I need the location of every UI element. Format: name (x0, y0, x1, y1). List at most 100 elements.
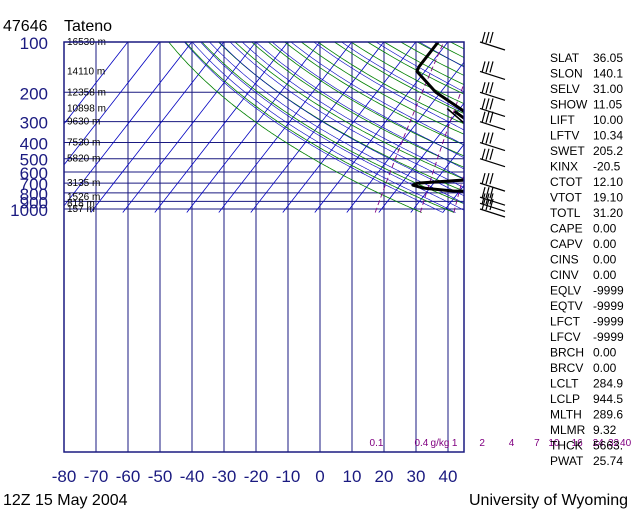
temperature-tick-label: -30 (212, 467, 237, 486)
dry-adiabat-line (267, 42, 464, 157)
index-value: 10.34 (593, 129, 623, 143)
temperature-tick-label: 30 (407, 467, 426, 486)
station-name: Tateno (64, 18, 112, 35)
temperature-tick-label: -10 (276, 467, 301, 486)
wind-barb-flag (485, 187, 490, 199)
index-value: 0.00 (593, 346, 617, 360)
index-key: EQLV (550, 284, 581, 298)
wind-barb-flag (481, 31, 486, 44)
dewpoint-line (411, 110, 464, 193)
height-label: 5820 m (67, 154, 100, 165)
index-value: 36.05 (593, 51, 623, 65)
wind-barb-staff (479, 202, 506, 212)
wind-barb-staff (479, 41, 506, 51)
wind-barb-flag (489, 148, 494, 160)
temperature-tick-label: 0 (315, 467, 324, 486)
index-value: -9999 (593, 330, 624, 344)
mixing-ratio-line (419, 82, 464, 213)
index-value: 944.5 (593, 392, 623, 406)
wind-barb-staff (479, 208, 506, 218)
dry-adiabat-line (317, 42, 464, 125)
dry-adiabat-line (301, 42, 464, 135)
index-value: 12.10 (593, 175, 623, 189)
wind-barb-staff (479, 91, 506, 101)
wind-barb-flag (481, 132, 486, 144)
index-key: EQTV (550, 299, 583, 313)
wind-barb-flag (485, 148, 490, 160)
dry-adiabat-line (218, 42, 464, 192)
wind-barb-flag (485, 111, 490, 123)
wind-barb-flag (481, 187, 486, 199)
background-grid (64, 42, 640, 452)
isotherm-line (475, 42, 608, 213)
index-value: -20.5 (593, 160, 621, 174)
temperature-tick-label: -50 (148, 467, 173, 486)
wind-barb-flag (481, 111, 486, 123)
isotherm-line (64, 42, 129, 125)
index-value: 19.10 (593, 191, 623, 205)
isotherm-line (64, 42, 193, 207)
pressure-tick-label: 100 (20, 34, 48, 53)
wind-barb-flag (489, 61, 494, 73)
wind-barb-flag (481, 82, 486, 94)
pressure-tick-label: 600 (20, 164, 48, 183)
index-key: SHOW (550, 98, 588, 112)
isotherm-line (64, 42, 161, 166)
height-label: 1526 m (67, 192, 100, 203)
index-value: 0.00 (593, 268, 617, 282)
mixing-ratio-line (511, 42, 552, 213)
wind-barb-flag (481, 148, 486, 160)
pressure-tick-label: 900 (20, 193, 48, 212)
mixing-ratio-line (481, 42, 528, 213)
wind-barb-flag (485, 31, 490, 44)
wind-barb-flag (485, 172, 490, 185)
mixing-ratio-line (453, 172, 464, 213)
isotherm-line (635, 42, 640, 213)
isotherm-line (154, 42, 289, 213)
wind-barb-flag (489, 98, 494, 110)
station-id: 47646 (3, 18, 48, 35)
wind-barb-staff (479, 141, 506, 152)
index-key: LCLP (550, 392, 580, 406)
index-key: LFCV (550, 330, 581, 344)
height-label: 7530 m (67, 138, 100, 149)
mixing-ratio-label: 0.4 (414, 438, 428, 449)
pressure-tick-label: 200 (20, 84, 48, 103)
index-key: SWET (550, 144, 585, 158)
pressure-tick-label: 800 (20, 185, 48, 204)
wind-barb (479, 132, 506, 152)
moist-adiabat-line (200, 42, 464, 211)
wind-barb (479, 61, 506, 80)
height-label: 14110 m (67, 66, 105, 77)
wind-barb-flag (489, 198, 494, 211)
height-label: 157 m (67, 204, 95, 215)
index-key: TOTL (550, 206, 581, 220)
mixing-ratio-label: 16 (572, 438, 584, 449)
temperature-tick-label: -20 (244, 467, 269, 486)
dry-adiabat-line (251, 42, 464, 168)
height-label: 10898 m (67, 104, 106, 115)
mixing-ratio-label: 40 (620, 438, 632, 449)
temperature-tick-label: 40 (439, 467, 458, 486)
index-value: 0.00 (593, 222, 617, 236)
wind-barb (479, 193, 506, 212)
wind-barb (479, 31, 506, 51)
index-key: KINX (550, 160, 578, 174)
moist-adiabat-line (184, 42, 443, 213)
index-key: CINS (550, 253, 579, 267)
sounding-time: 12Z 15 May 2004 (3, 492, 128, 509)
sounding-profiles (411, 42, 464, 193)
moist-adiabat-line (229, 42, 464, 189)
wind-barb-flag (489, 132, 494, 144)
wind-barb-flag (489, 172, 494, 185)
index-value: 5663. (593, 439, 623, 453)
isotherm-line (314, 42, 449, 213)
wind-barb-flag (489, 193, 494, 205)
index-key: BRCV (550, 361, 583, 375)
wind-barb-flag (481, 198, 486, 211)
mixing-ratio-line (374, 42, 445, 213)
wind-barb-staff (479, 121, 506, 131)
wind-barb-flag (489, 111, 494, 123)
index-key: SELV (550, 82, 580, 96)
